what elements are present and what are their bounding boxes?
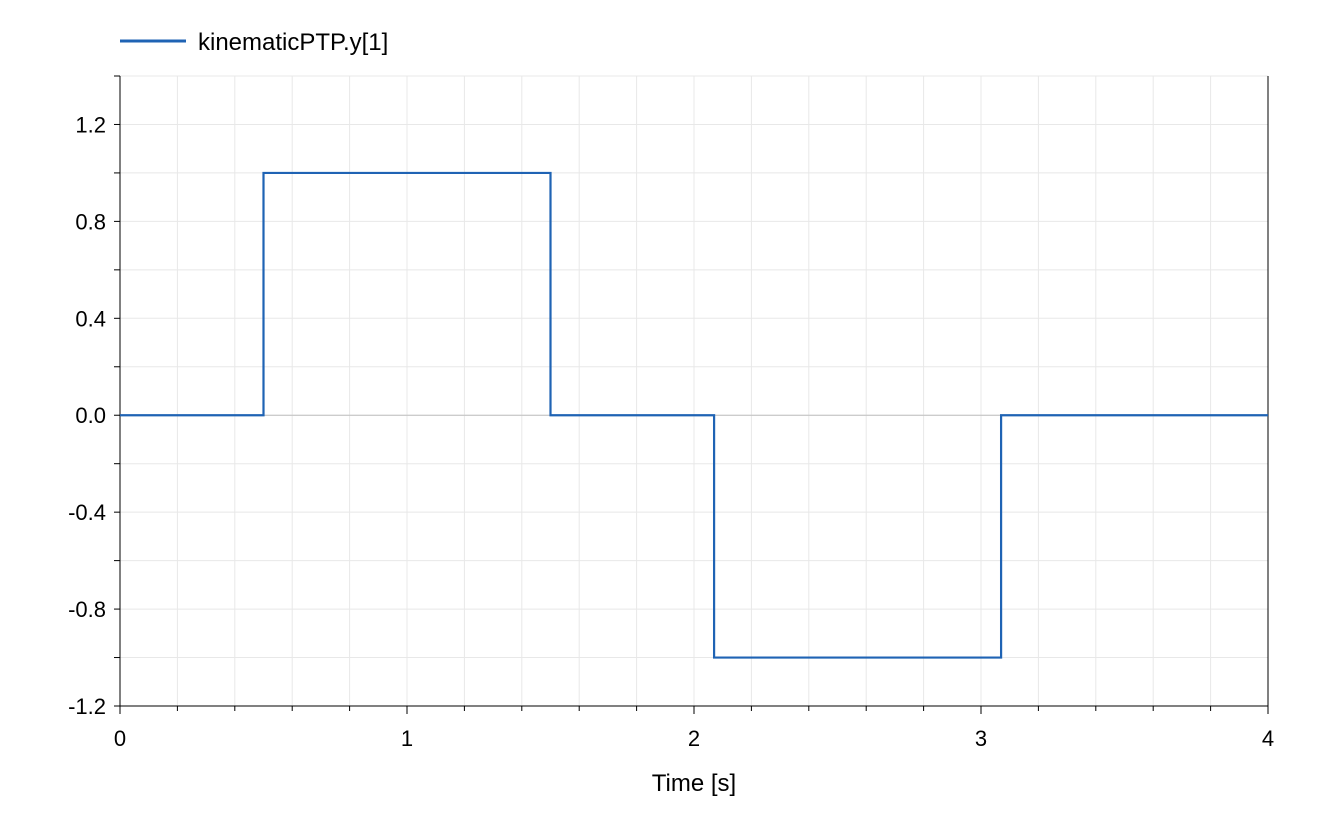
- series-layer: [120, 171, 1268, 659]
- legend-label: kinematicPTP.y[1]: [198, 29, 388, 56]
- x-tick-label: 2: [688, 726, 700, 751]
- axes: -1.2 -0.8 -0.4 0.0 0.4 0.8 1.2 0 1 2 3 4: [68, 75, 1274, 751]
- y-tick-label: 0.8: [75, 209, 106, 234]
- y-tick-label: 0.0: [75, 403, 106, 428]
- grid: [119, 75, 1269, 707]
- y-tick-label: -1.2: [68, 694, 106, 719]
- y-tick-label: -0.4: [68, 500, 106, 525]
- series-line: [120, 171, 1268, 659]
- y-tick-label: 1.2: [75, 112, 106, 137]
- legend: kinematicPTP.y[1]: [120, 29, 388, 56]
- x-tick-label: 0: [114, 726, 126, 751]
- y-tick-label: -0.8: [68, 597, 106, 622]
- x-axis-label: Time [s]: [652, 770, 736, 797]
- x-tick-label: 1: [401, 726, 413, 751]
- x-tick-label: 3: [975, 726, 987, 751]
- y-tick-label: 0.4: [75, 306, 106, 331]
- x-tick-label: 4: [1262, 726, 1274, 751]
